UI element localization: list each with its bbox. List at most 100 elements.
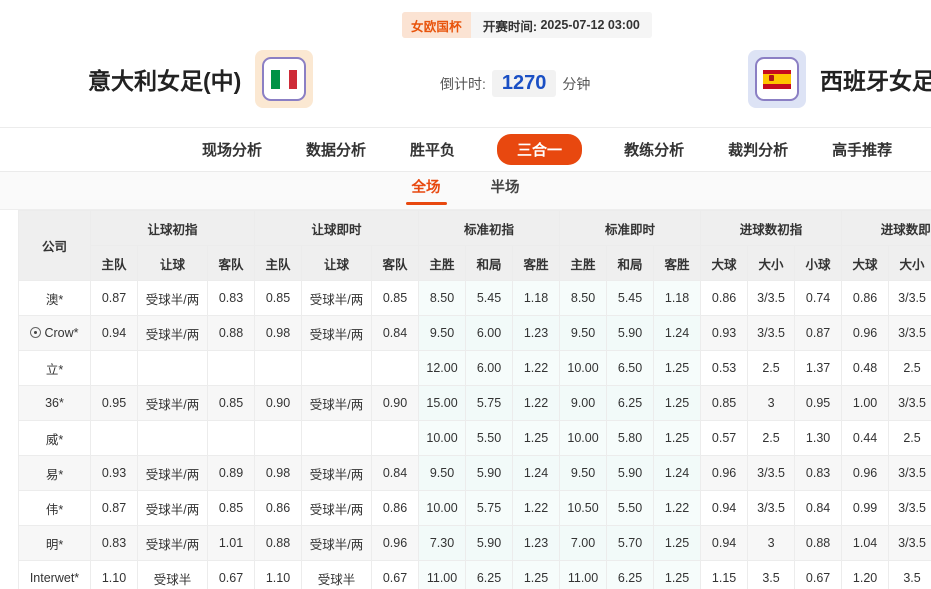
period-subtab-1[interactable]: 半场 [490, 180, 520, 196]
table-row[interactable]: 澳* 0.87 受球半/两 0.83 0.85 受球半/两 0.85 8.50 5.45 1.18… [18, 280, 931, 316]
cell-std_live-0: 7.00 [559, 525, 608, 561]
cell-ou_open-2: 0.74 [794, 280, 843, 316]
cell-ah_live-2: 0.84 [371, 315, 420, 351]
cell-std_live-1: 6.50 [606, 350, 655, 386]
spain-flag-icon [748, 50, 806, 108]
nav-tab-0[interactable]: 现场分析 [202, 142, 263, 159]
cell-ah_live-2: 0.86 [371, 490, 420, 526]
nav-tab-1[interactable]: 数据分析 [306, 142, 367, 159]
cell-ah_live-0: 0.98 [254, 455, 303, 491]
cell-std_open-2: 1.24 [512, 455, 561, 491]
cell-ah_open-2: 0.85 [206, 490, 256, 526]
company-name: 伟* [45, 502, 64, 517]
away-team[interactable]: 西班牙女足 [748, 50, 931, 108]
cell-ou_live-0: 0.44 [841, 420, 890, 456]
cell-ou_open-0: 0.86 [700, 280, 749, 316]
sub-header-0: 主队 [90, 245, 138, 281]
cell-std_open-0: 15.00 [418, 385, 467, 421]
countdown: 倒计时: 1270 分钟 [440, 70, 590, 97]
company-name: 威* [45, 432, 64, 447]
group-header-6: 进球数即时 [841, 210, 931, 246]
nav-tab-4[interactable]: 教练分析 [624, 142, 685, 159]
cell-std_live-2: 1.18 [653, 280, 702, 316]
cell-std_live-0: 11.00 [559, 560, 608, 589]
company-name: Interwet* [29, 571, 80, 585]
cell-std_open-1: 5.75 [465, 385, 514, 421]
cell-std_live-1: 5.45 [606, 280, 655, 316]
cell-ou_open-2: 0.87 [794, 315, 843, 351]
table-row[interactable]: 明* 0.83 受球半/两 1.01 0.88 受球半/两 0.96 7.30 5.90 1.23… [18, 525, 931, 561]
match-meta: 女欧国杯 开赛时间: 2025-07-12 03:00 [402, 12, 652, 38]
table-row[interactable]: 威* 10.00 5.50 1.25 10.00 5.80 1.25 0.57 2.5 1.30 0… [18, 420, 931, 456]
countdown-unit: 分钟 [562, 75, 591, 92]
cell-std_live-0: 10.00 [559, 350, 608, 386]
cell-std_open-0: 12.00 [418, 350, 467, 386]
odds-table-wrap[interactable]: 公司让球初指让球即时标准初指标准即时进球数初指进球数即时 主队让球客队主队让球客… [0, 210, 931, 589]
cell-std_open-0: 9.50 [418, 455, 467, 491]
cell-ah_live-1: 受球半/两 [301, 455, 373, 491]
kickoff-info: 开赛时间: 2025-07-12 03:00 [470, 12, 652, 38]
cell-ou_open-0: 0.94 [700, 490, 749, 526]
cell-ou_live-1: 2.5 [888, 420, 931, 456]
cell-std_live-2: 1.25 [653, 385, 702, 421]
cell-ou_open-0: 0.85 [700, 385, 749, 421]
cell-ou_open-1: 3/3.5 [747, 280, 796, 316]
company-name: 易* [45, 467, 64, 482]
cell-ou_open-1: 2.5 [747, 420, 796, 456]
group-header-row: 公司让球初指让球即时标准初指标准即时进球数初指进球数即时 [18, 210, 931, 281]
period-subtab-0[interactable]: 全场 [405, 176, 447, 205]
table-row[interactable]: 伟* 0.87 受球半/两 0.85 0.86 受球半/两 0.86 10.00 5.75 1.2… [18, 490, 931, 526]
cell-std_live-0: 8.50 [559, 280, 608, 316]
company-cell: 36* [18, 385, 91, 421]
nav-tab-3[interactable]: 三合一 [497, 134, 583, 165]
cell-ou_live-0: 0.96 [841, 315, 890, 351]
cell-ou_live-0: 0.48 [841, 350, 890, 386]
table-row[interactable]: 立* 12.00 6.00 1.22 10.00 6.50 1.25 0.53 2.5 1.37 0… [18, 350, 931, 386]
cell-std_live-1: 5.90 [606, 455, 655, 491]
cell-ah_live-1: 受球半/两 [301, 280, 373, 316]
nav-tab-6[interactable]: 高手推荐 [832, 142, 893, 159]
football-icon [30, 327, 42, 338]
away-team-name: 西班牙女足 [820, 68, 931, 94]
nav-tab-5[interactable]: 裁判分析 [728, 142, 789, 159]
sub-header-5: 客队 [371, 245, 420, 281]
sub-header-12: 大球 [700, 245, 749, 281]
company-cell: Crow* [18, 315, 91, 351]
company-name: 36* [45, 396, 64, 410]
sub-header-3: 主队 [254, 245, 303, 281]
cell-ah_open-0: 0.87 [90, 490, 138, 526]
sub-header-10: 和局 [606, 245, 655, 281]
main-nav: 现场分析 数据分析 胜平负 三合一 教练分析 裁判分析 高手推荐 [0, 128, 931, 172]
cell-std_open-1: 5.90 [465, 525, 514, 561]
cell-ah_live-0 [254, 420, 303, 456]
company-cell: 伟* [18, 490, 91, 526]
nav-tab-2[interactable]: 胜平负 [410, 142, 456, 159]
company-name: Crow* [44, 326, 79, 340]
cell-ou_open-2: 0.84 [794, 490, 843, 526]
cell-std_open-1: 5.45 [465, 280, 514, 316]
cell-std_live-0: 9.00 [559, 385, 608, 421]
cell-ah_open-2: 0.67 [206, 560, 256, 589]
cell-ou_open-1: 2.5 [747, 350, 796, 386]
sub-header-1: 让球 [137, 245, 208, 281]
cell-ou_open-0: 1.15 [700, 560, 749, 589]
cell-ou_live-0: 1.20 [841, 560, 890, 589]
cell-std_live-2: 1.24 [653, 455, 702, 491]
cell-ou_live-0: 1.04 [841, 525, 890, 561]
cell-std_live-0: 10.50 [559, 490, 608, 526]
table-row[interactable]: Interwet* 1.10 受球半 0.67 1.10 受球半 0.67 11.00 6.25… [18, 560, 931, 589]
group-header-4: 标准即时 [559, 210, 702, 246]
table-row[interactable]: 36* 0.95 受球半/两 0.85 0.90 受球半/两 0.90 15.00 5.75 1.… [18, 385, 931, 421]
cell-ou_open-0: 0.57 [700, 420, 749, 456]
table-row[interactable]: 易* 0.93 受球半/两 0.89 0.98 受球半/两 0.84 9.50 5.90 1.24… [18, 455, 931, 491]
group-header-3: 标准初指 [418, 210, 561, 246]
sub-header-16: 大小 [888, 245, 931, 281]
cell-ah_open-0 [90, 420, 138, 456]
table-row[interactable]: Crow* 0.94 受球半/两 0.88 0.98 受球半/两 0.84 9.50 6.00 1… [18, 315, 931, 351]
company-cell: 易* [18, 455, 91, 491]
countdown-value: 1270 [491, 70, 557, 97]
cell-std_open-1: 5.50 [465, 420, 514, 456]
home-team[interactable]: 意大利女足(中) [88, 50, 314, 108]
cell-ah_open-1: 受球半/两 [137, 525, 208, 561]
cell-std_open-0: 11.00 [418, 560, 467, 589]
